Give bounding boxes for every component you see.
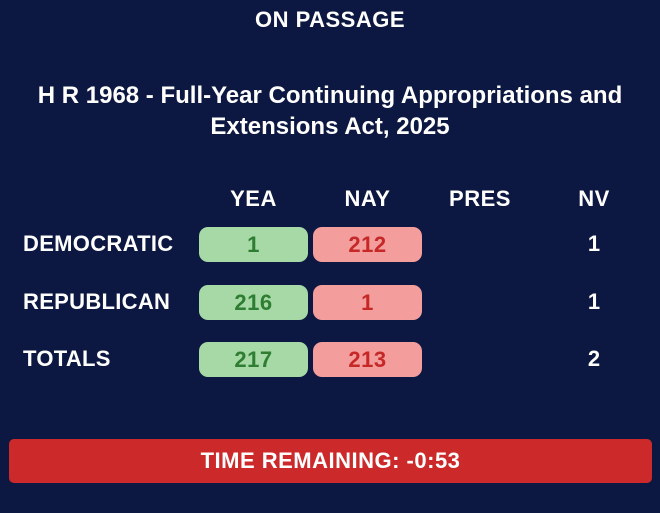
nv-count-democratic: 1 bbox=[587, 231, 601, 256]
bill-title-line-1: H R 1968 - Full-Year Continuing Appropri… bbox=[37, 82, 623, 109]
row-label-democratic: DEMOCRATIC bbox=[23, 231, 174, 256]
time-remaining-bar: TIME REMAINING: -0:53 bbox=[9, 439, 652, 483]
column-header-yea: YEA bbox=[230, 186, 277, 211]
nay-count-totals: 213 bbox=[313, 342, 422, 377]
row-label-republican: REPUBLICAN bbox=[23, 289, 171, 314]
row-label-totals: TOTALS bbox=[23, 346, 111, 371]
nv-count-totals: 2 bbox=[587, 346, 601, 371]
column-header-pres: PRES bbox=[449, 186, 511, 211]
yea-count-republican: 216 bbox=[199, 285, 308, 320]
bill-title-line-2: Extensions Act, 2025 bbox=[210, 113, 450, 140]
nay-count-republican: 1 bbox=[313, 285, 422, 320]
nay-count-democratic: 212 bbox=[313, 227, 422, 262]
column-header-nay: NAY bbox=[344, 186, 391, 211]
vote-heading: ON PASSAGE bbox=[254, 7, 406, 32]
column-header-nv: NV bbox=[578, 186, 610, 211]
yea-count-democratic: 1 bbox=[199, 227, 308, 262]
yea-count-totals: 217 bbox=[199, 342, 308, 377]
nv-count-republican: 1 bbox=[587, 289, 601, 314]
bill-title: H R 1968 - Full-Year Continuing Appropri… bbox=[0, 80, 660, 142]
